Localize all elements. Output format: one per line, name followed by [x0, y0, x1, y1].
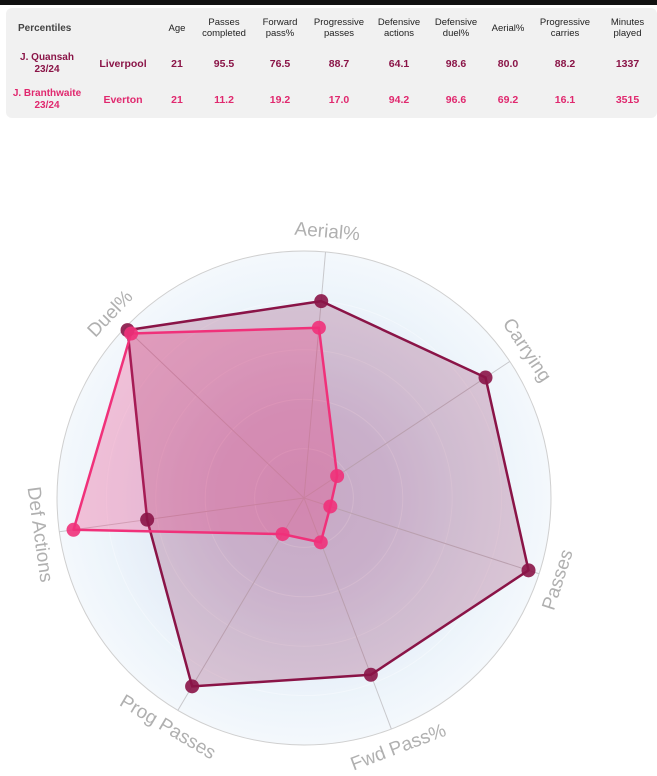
- radar-points: [66, 294, 536, 694]
- radar-data-point: [330, 469, 345, 484]
- radar-data-point: [521, 563, 536, 578]
- value-cell: 98.6: [445, 58, 467, 70]
- club-cell: Liverpool: [99, 58, 147, 70]
- header-passes-completed: Passes completed: [202, 17, 246, 39]
- percentiles-table-panel: Percentiles Age Passes completed Forward…: [6, 8, 657, 118]
- header-age: Age: [168, 22, 186, 34]
- value-cell: 17.0: [328, 94, 350, 106]
- radar-grid-ring: [254, 448, 354, 548]
- header-defensive-actions: Defensive actions: [377, 17, 421, 39]
- table-row: J. Quansah 23/24 Liverpool 21 95.5 76.5 …: [6, 46, 657, 82]
- value-cell: 11.2: [214, 94, 234, 106]
- top-bar: [0, 0, 657, 5]
- radar-spoke: [303, 497, 540, 575]
- radar-spoke: [303, 251, 327, 499]
- radar-data-point: [124, 326, 139, 341]
- header-forward-pass: Forward pass%: [262, 17, 298, 39]
- radar-data-point: [323, 499, 338, 514]
- player-name: J. Quansah 23/24: [20, 52, 74, 75]
- value-cell: 88.7: [328, 58, 350, 70]
- table-header-row: Percentiles Age Passes completed Forward…: [6, 10, 657, 46]
- radar-spoke: [59, 497, 305, 533]
- radar-data-point: [140, 512, 155, 527]
- value-cell: 1337: [615, 58, 640, 70]
- radar-data-point: [313, 535, 328, 550]
- header-club: [88, 10, 158, 46]
- value-cell: 96.6: [445, 94, 467, 106]
- value-cell: 94.2: [388, 94, 410, 106]
- radar-axis-label: Def Actions: [22, 485, 56, 583]
- radar-grid-ring: [204, 398, 404, 598]
- radar-data-point: [311, 320, 326, 335]
- radar-data-point: [275, 527, 290, 542]
- header-aerial: Aerial%: [491, 22, 525, 34]
- radar-grid-ring: [155, 349, 453, 647]
- radar-data-point: [66, 522, 81, 537]
- value-cell: 69.2: [497, 94, 519, 106]
- radar-data-point: [478, 370, 493, 385]
- header-progressive-passes: Progressive passes: [313, 17, 365, 39]
- age-cell: 21: [171, 58, 183, 70]
- value-cell: 88.2: [554, 58, 576, 70]
- value-cell: 16.1: [554, 94, 576, 106]
- table-row: J. Branthwaite 23/24 Everton 21 11.2 19.…: [6, 82, 657, 118]
- radar-data-point: [314, 294, 329, 309]
- radar-grid-ring: [105, 299, 503, 697]
- header-minutes-played: Minutes played: [610, 17, 645, 39]
- percentiles-table: Percentiles Age Passes completed Forward…: [6, 10, 657, 118]
- value-cell: 95.5: [213, 58, 235, 70]
- radar-series: [72, 299, 530, 688]
- value-cell: 64.1: [388, 58, 410, 70]
- radar-axis-label: Aerial%: [294, 219, 361, 246]
- radar-series-area: [126, 299, 530, 688]
- header-defensive-duel: Defensive duel%: [434, 17, 478, 39]
- radar-data-point: [363, 667, 378, 682]
- header-progressive-carries: Progressive carries: [539, 17, 591, 39]
- player-name: J. Branthwaite 23/24: [12, 88, 82, 111]
- club-cell: Everton: [103, 94, 143, 106]
- age-cell: 21: [171, 94, 183, 106]
- radar-data-point: [185, 679, 200, 694]
- radar-spoke: [124, 327, 305, 499]
- value-cell: 3515: [615, 94, 640, 106]
- header-percentiles: Percentiles: [18, 22, 72, 34]
- value-cell: 19.2: [269, 94, 291, 106]
- value-cell: 76.5: [269, 58, 291, 70]
- value-cell: 80.0: [497, 58, 519, 70]
